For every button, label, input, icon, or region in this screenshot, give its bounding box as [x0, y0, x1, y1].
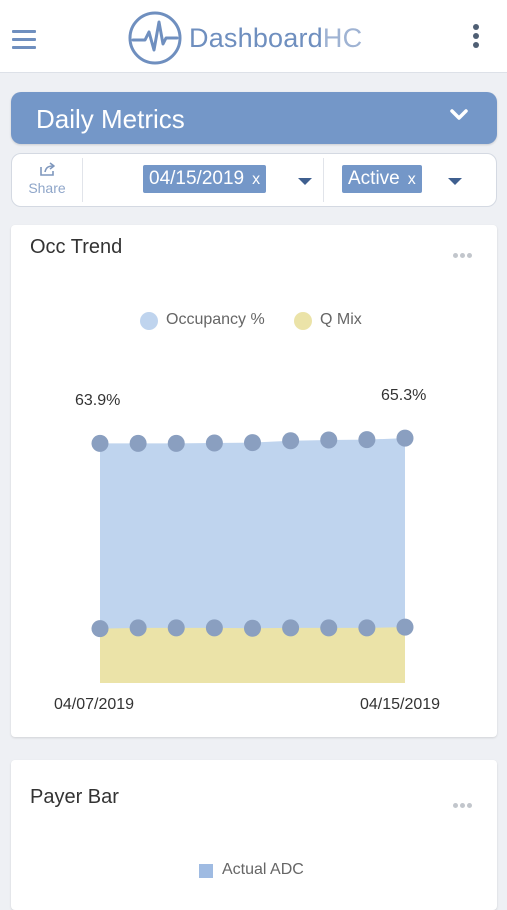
app-name: DashboardHC: [189, 22, 363, 53]
card-title: Payer Bar: [30, 786, 119, 808]
x-tick-last: 04/15/2019: [360, 696, 441, 713]
occupancy-point-6[interactable]: [320, 431, 338, 449]
date-dropdown-caret-icon[interactable]: [298, 178, 312, 185]
daily-metrics-dropdown[interactable]: Daily Metrics: [11, 92, 497, 144]
occ-trend-chart: [91, 429, 414, 683]
remove-date-filter-icon[interactable]: x: [252, 171, 261, 188]
qmix-point-7[interactable]: [358, 619, 376, 637]
more-options-icon[interactable]: [471, 24, 481, 52]
date-filter-chip[interactable]: 04/15/2019 x: [143, 165, 267, 193]
share-button[interactable]: Share: [12, 154, 82, 206]
legend-occupancy-label[interactable]: Occupancy %: [166, 311, 265, 328]
qmix-point-5[interactable]: [282, 619, 300, 637]
menu-icon[interactable]: [12, 30, 36, 50]
divider: [323, 158, 324, 202]
occupancy-point-1[interactable]: [129, 434, 147, 452]
qmix-area: [100, 627, 405, 683]
top-bar: DashboardHC: [0, 0, 507, 73]
heartbeat-logo-icon: [128, 11, 182, 65]
occupancy-point-4[interactable]: [244, 434, 261, 452]
status-filter-chip[interactable]: Active x: [342, 165, 422, 193]
legend-actual-adc-label[interactable]: Actual ADC: [222, 861, 304, 878]
filter-bar: Share 04/15/2019 x Active x: [11, 153, 497, 207]
data-label-first: 63.9%: [75, 392, 121, 409]
card-more-icon[interactable]: [453, 245, 477, 258]
occupancy-point-2[interactable]: [167, 434, 185, 452]
divider: [82, 158, 83, 202]
legend-qmix-swatch: [294, 312, 312, 330]
qmix-point-3[interactable]: [205, 619, 223, 637]
occupancy-point-8[interactable]: [396, 429, 414, 447]
remove-status-filter-icon[interactable]: x: [407, 171, 416, 188]
occupancy-area: [100, 438, 405, 683]
occ-trend-card: Occ Trend Occupancy % Q Mix 63.9% 65.3% …: [11, 225, 497, 737]
qmix-point-2[interactable]: [167, 619, 185, 637]
qmix-point-1[interactable]: [129, 619, 147, 637]
x-tick-first: 04/07/2019: [54, 696, 135, 713]
chevron-down-icon: [450, 109, 468, 120]
share-icon: [40, 162, 55, 176]
app-logo: DashboardHC: [127, 10, 362, 66]
payer-bar-card: Payer Bar Actual ADC: [11, 760, 497, 910]
legend-occupancy-swatch: [140, 312, 158, 330]
legend-actual-adc-swatch: [199, 864, 213, 878]
card-title: Occ Trend: [30, 236, 123, 258]
qmix-point-0[interactable]: [91, 620, 109, 638]
share-label: Share: [28, 180, 66, 196]
legend-qmix-label[interactable]: Q Mix: [320, 311, 362, 328]
qmix-point-6[interactable]: [320, 619, 338, 637]
card-more-icon[interactable]: [453, 795, 477, 808]
occupancy-point-5[interactable]: [282, 432, 300, 450]
status-dropdown-caret-icon[interactable]: [448, 178, 462, 185]
status-filter-value: Active: [348, 168, 400, 189]
occupancy-point-7[interactable]: [358, 431, 376, 449]
occupancy-point-0[interactable]: [91, 434, 109, 452]
qmix-point-4[interactable]: [244, 619, 261, 637]
date-filter-value: 04/15/2019: [149, 168, 245, 189]
data-label-last: 65.3%: [381, 387, 427, 404]
page-title: Daily Metrics: [36, 104, 185, 134]
occupancy-point-3[interactable]: [205, 434, 223, 452]
qmix-point-8[interactable]: [396, 618, 414, 636]
